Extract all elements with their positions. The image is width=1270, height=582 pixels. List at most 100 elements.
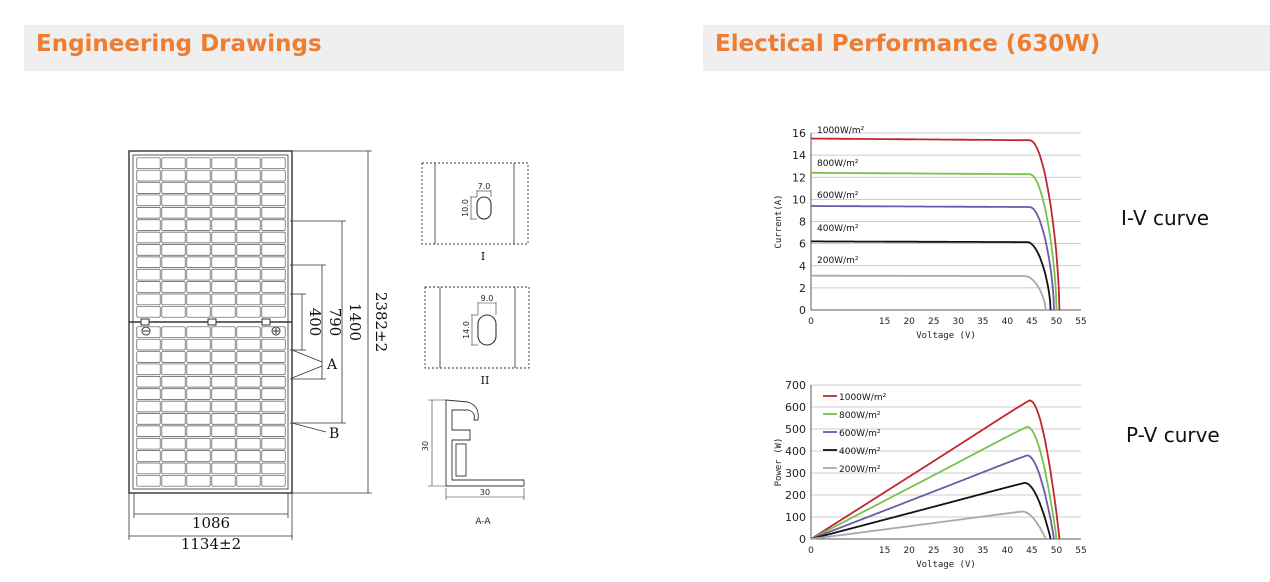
solar-cell [236,400,261,413]
x-tick-label: 15 [879,546,890,556]
solar-cell [211,206,236,219]
solar-cell [261,363,286,376]
solar-cell [186,256,211,269]
solar-cell [161,231,186,244]
solar-cell [211,388,236,400]
electrical-performance-title: Electical Performance (630W) [715,31,1101,57]
solar-cell [136,450,161,462]
solar-cell [261,182,286,194]
series-label: 600W/m² [817,191,859,201]
solar-cell [211,437,236,450]
solar-cell [236,363,261,376]
dim-width-inner: 1086 [192,514,230,532]
solar-cell [211,462,236,475]
solar-cell [261,281,286,293]
negative-terminal-icon [141,326,151,336]
x-tick-label: 40 [1002,546,1014,556]
x-tick-label: 30 [953,317,965,327]
solar-cell [161,293,186,306]
solar-cell [186,375,211,388]
solar-cell [186,437,211,450]
solar-cell [236,219,261,231]
junction-box [140,318,150,326]
x-tick-label: 20 [903,317,915,327]
x-tick-label: 25 [928,317,939,327]
solar-cell [161,450,186,462]
solar-cell [261,388,286,400]
solar-cell [211,450,236,462]
solar-cell [186,413,211,425]
solar-cell [236,437,261,450]
solar-cell [261,244,286,256]
detail-i [421,162,529,245]
solar-cell [236,293,261,306]
iv-curve-label: I-V curve [1121,206,1210,230]
series-label: 1000W/m² [817,126,865,136]
dim-width-total: 1134±2 [181,535,241,553]
solar-cell [261,400,286,413]
solar-cell [136,437,161,450]
solar-cell [161,268,186,281]
solar-cell [136,462,161,475]
solar-cell [261,231,286,244]
series-line [810,425,1058,540]
panel-front-view [128,150,293,494]
solar-cell [236,268,261,281]
solar-cell [261,169,286,182]
y-tick-label: 4 [799,260,806,273]
solar-cell [211,268,236,281]
solar-cell [136,363,161,376]
solar-cell [236,351,261,363]
solar-cell [236,306,261,318]
x-tick-label: 50 [1051,546,1063,556]
solar-cell [161,425,186,438]
solar-cell [211,157,236,169]
solar-cell [211,338,236,351]
dim-1400: 1400 [346,303,364,341]
engineering-drawings-title: Engineering Drawings [36,31,322,57]
solar-cell [136,206,161,219]
junction-box [261,318,271,326]
detail-ii-height: 14.0 [462,321,471,339]
solar-cell [136,306,161,318]
x-tick-label: 20 [903,546,915,556]
solar-cell [236,281,261,293]
solar-cell [161,157,186,169]
solar-cell [211,363,236,376]
solar-cell [261,425,286,438]
dimension-lines [128,150,372,540]
solar-cell [236,462,261,475]
solar-cell [211,281,236,293]
solar-cell [186,293,211,306]
solar-cell [236,425,261,438]
solar-cell [136,388,161,400]
x-tick-label: 55 [1075,546,1086,556]
series-line [810,510,1047,540]
solar-cell [186,206,211,219]
solar-cell [211,400,236,413]
solar-cell [236,231,261,244]
solar-cell [186,194,211,207]
detail-ii [424,286,530,369]
solar-cell [236,206,261,219]
solar-cell [211,413,236,425]
solar-cell [136,326,161,338]
frame-section-label: A-A [475,517,491,527]
solar-cell [236,157,261,169]
solar-cell [211,293,236,306]
solar-cell [136,182,161,194]
solar-cell [161,326,186,338]
solar-cell [261,338,286,351]
y-tick-label: 100 [785,511,806,524]
solar-cell [211,351,236,363]
solar-cell [136,194,161,207]
solar-cell [211,182,236,194]
solar-cell [186,281,211,293]
solar-cell [236,326,261,338]
y-tick-label: 12 [792,171,806,184]
solar-cell [161,388,186,400]
solar-cell [161,219,186,231]
y-tick-label: 10 [792,193,806,206]
x-tick-label: 0 [808,546,814,556]
solar-cell [186,231,211,244]
